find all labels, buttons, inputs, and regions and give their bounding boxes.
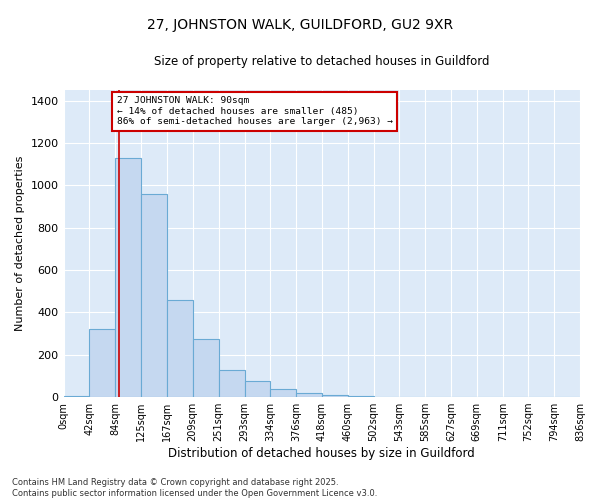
- Bar: [218, 370, 245, 397]
- Bar: [193, 339, 218, 397]
- Bar: [348, 396, 374, 397]
- Text: Contains HM Land Registry data © Crown copyright and database right 2025.
Contai: Contains HM Land Registry data © Crown c…: [12, 478, 377, 498]
- Title: Size of property relative to detached houses in Guildford: Size of property relative to detached ho…: [154, 55, 490, 68]
- Bar: [270, 388, 296, 397]
- Bar: [296, 393, 322, 397]
- Y-axis label: Number of detached properties: Number of detached properties: [15, 156, 25, 331]
- Bar: [141, 194, 167, 397]
- Text: 27, JOHNSTON WALK, GUILDFORD, GU2 9XR: 27, JOHNSTON WALK, GUILDFORD, GU2 9XR: [147, 18, 453, 32]
- Bar: [64, 396, 89, 397]
- Bar: [115, 158, 141, 397]
- Bar: [245, 381, 270, 397]
- Text: 27 JOHNSTON WALK: 90sqm
← 14% of detached houses are smaller (485)
86% of semi-d: 27 JOHNSTON WALK: 90sqm ← 14% of detache…: [116, 96, 392, 126]
- X-axis label: Distribution of detached houses by size in Guildford: Distribution of detached houses by size …: [169, 447, 475, 460]
- Bar: [322, 395, 348, 397]
- Bar: [89, 330, 115, 397]
- Bar: [167, 300, 193, 397]
